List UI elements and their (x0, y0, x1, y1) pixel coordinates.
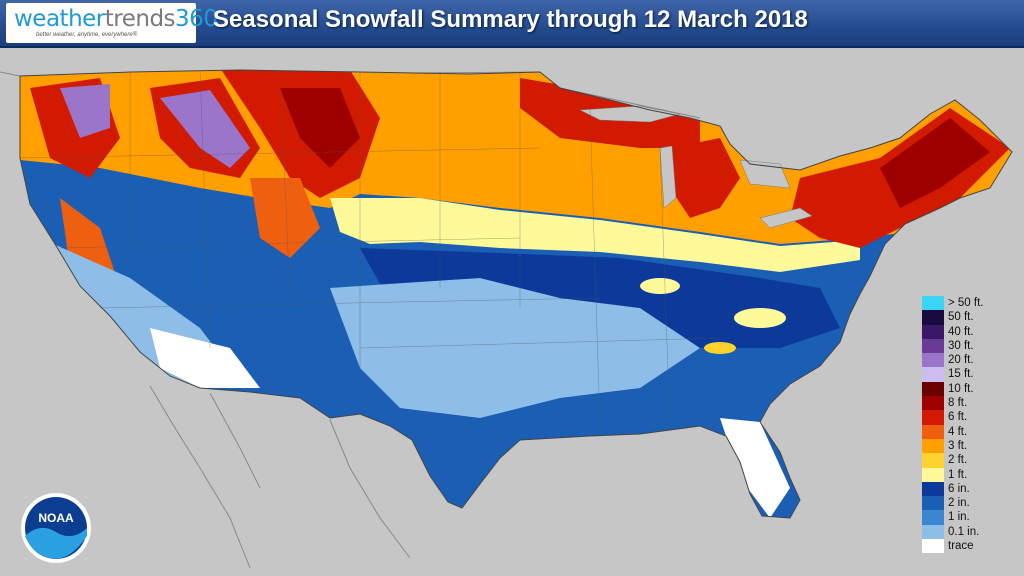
legend-item: 15 ft. (922, 367, 1012, 382)
legend-swatch (922, 310, 944, 325)
legend-item: trace (922, 539, 1012, 554)
legend-label: 8 ft. (948, 397, 968, 410)
weathertrends360-logo: weathertrends360 better weather, anytime… (6, 3, 218, 43)
legend-swatch (922, 539, 944, 554)
mexico-coastline (149, 385, 411, 569)
legend-item: 40 ft. (922, 324, 1012, 339)
lake-michigan (659, 145, 677, 209)
us-outline (19, 69, 1013, 519)
legend-label: 1 ft. (948, 468, 968, 481)
logo-word-360: 360 (175, 6, 218, 32)
legend-label: 1 in. (948, 511, 970, 524)
logo-word-weather: weather (14, 6, 105, 32)
legend-item: 6 ft. (922, 410, 1012, 425)
legend-swatch (922, 410, 944, 425)
legend-item: 2 in. (922, 496, 1012, 511)
legend-item: 10 ft. (922, 381, 1012, 397)
snowfall-map (0, 48, 1024, 576)
field-8ft-northeast (880, 118, 990, 208)
noaa-wave (25, 527, 87, 559)
field-0.1in-texas (330, 278, 700, 418)
legend-item: 1 ft. (922, 467, 1012, 482)
logo-tagline: better weather, anytime, everywhere® (36, 32, 138, 38)
legend-item: 8 ft. (922, 396, 1012, 411)
legend-label: 15 ft. (948, 368, 974, 381)
field-trace-florida (720, 418, 790, 518)
legend-item: 4 ft. (922, 424, 1012, 439)
legend-item: 50 ft. (922, 310, 1012, 325)
legend-label: 10 ft. (948, 382, 974, 395)
field-20ft-cascades (60, 84, 110, 138)
legend-swatch (922, 353, 944, 368)
legend-swatch (922, 324, 944, 339)
state-borders (19, 69, 721, 429)
legend-swatch (922, 367, 944, 382)
legend-label: 50 ft. (948, 311, 974, 324)
field-2ft-patch (704, 342, 736, 354)
legend-label: 6 in. (948, 482, 970, 495)
legend-label: 20 ft. (948, 354, 974, 367)
page-title: Seasonal Snowfall Summary through 12 Mar… (213, 6, 808, 33)
logo-word-trends: trends (104, 6, 176, 32)
legend-item: 1 in. (922, 510, 1012, 525)
legend-label: 0.1 in. (948, 525, 980, 538)
legend-swatch (922, 496, 944, 511)
field-6ft-michigan (670, 138, 740, 218)
legend-label: 2 ft. (948, 454, 968, 467)
legend-item: 6 in. (922, 481, 1012, 497)
legend-item: 30 ft. (922, 338, 1012, 354)
legend-swatch (922, 438, 944, 454)
legend-label: 4 ft. (948, 425, 968, 438)
legend-label: trace (948, 540, 974, 553)
legend-swatch (922, 453, 944, 468)
legend-swatch (922, 338, 944, 354)
legend-label: 30 ft. (948, 339, 974, 352)
legend-item: 3 ft. (922, 438, 1012, 454)
legend-item: 20 ft. (922, 353, 1012, 368)
snowfall-legend: > 50 ft. 50 ft. 40 ft. 30 ft. 20 ft. 15 ft. 10… (922, 296, 1012, 554)
legend-swatch (922, 481, 944, 497)
legend-swatch (922, 424, 944, 439)
field-8ft-montana (280, 88, 360, 168)
legend-swatch (922, 296, 944, 311)
field-1ft-patch-b (734, 308, 786, 328)
field-20ft-rockies (160, 90, 250, 168)
legend-item: > 50 ft. (922, 296, 1012, 311)
header-bar: weathertrends360 better weather, anytime… (0, 0, 1024, 48)
logo-wordmark: weathertrends360 (14, 6, 218, 32)
lake-erie (759, 207, 813, 229)
legend-label: 3 ft. (948, 439, 968, 452)
noaa-text: NOAA (38, 511, 74, 525)
field-1ft-band (330, 198, 860, 272)
field-4ft-colorado (250, 178, 320, 258)
legend-label: 40 ft. (948, 325, 974, 338)
legend-swatch (922, 510, 944, 525)
legend-label: 2 in. (948, 497, 970, 510)
field-trace-arizona (150, 328, 260, 388)
lake-superior (579, 105, 681, 123)
legend-swatch (922, 381, 944, 397)
legend-item: 0.1 in. (922, 524, 1012, 540)
field-1ft-patch-a (640, 278, 680, 294)
legend-item: 2 ft. (922, 453, 1012, 468)
noaa-logo: NOAA (21, 493, 91, 563)
legend-swatch (922, 396, 944, 411)
legend-label: > 50 ft. (948, 297, 984, 309)
legend-label: 6 ft. (948, 411, 968, 424)
legend-swatch (922, 467, 944, 482)
legend-swatch (922, 524, 944, 540)
